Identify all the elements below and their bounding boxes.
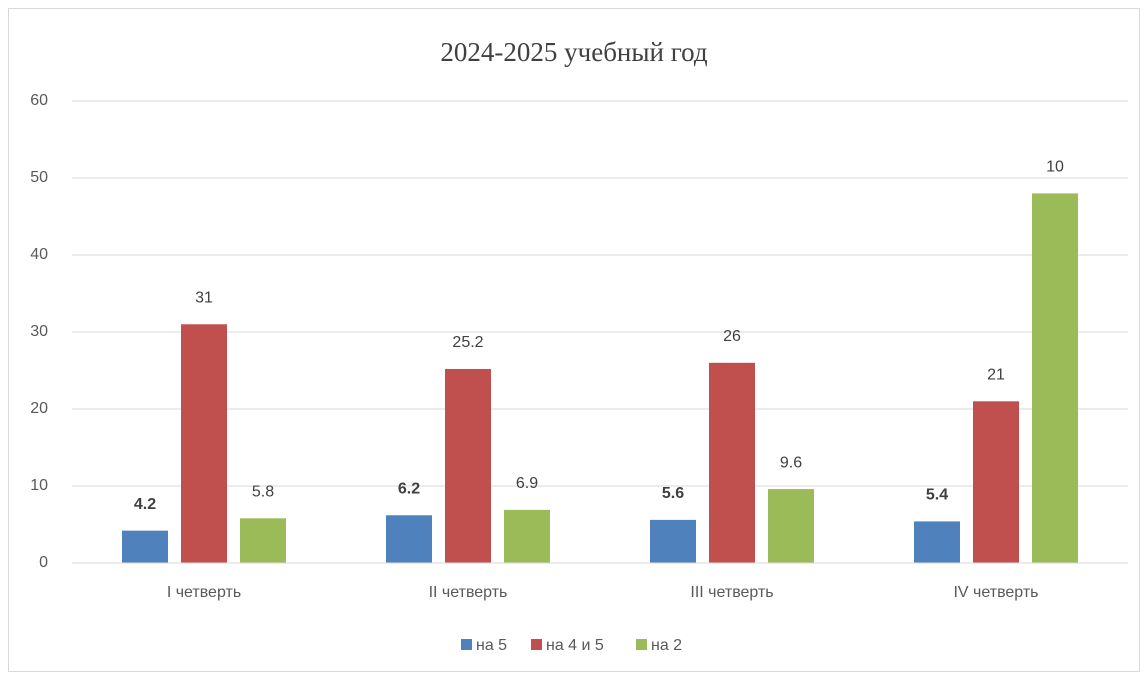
x-tick-label: IV четверть bbox=[953, 584, 1038, 601]
legend-swatch bbox=[461, 639, 472, 650]
bar bbox=[650, 519, 696, 563]
bar bbox=[768, 489, 814, 563]
data-label: 9.6 bbox=[780, 454, 802, 471]
bar bbox=[709, 362, 755, 563]
bar bbox=[1032, 193, 1078, 563]
chart-title: 2024-2025 учебный год bbox=[440, 37, 707, 67]
y-tick-label: 30 bbox=[30, 323, 48, 340]
legend-label: на 2 bbox=[651, 637, 682, 654]
bar bbox=[181, 324, 227, 563]
data-label: 4.2 bbox=[134, 496, 156, 513]
bar bbox=[240, 518, 286, 563]
bar bbox=[386, 515, 432, 563]
annotation: 10 bbox=[1046, 159, 1064, 176]
bar bbox=[914, 521, 960, 563]
chart-border bbox=[8, 8, 1140, 672]
legend-swatch bbox=[531, 639, 542, 650]
legend-label: на 5 bbox=[476, 637, 507, 654]
data-label: 6.2 bbox=[398, 480, 420, 497]
data-label: 31 bbox=[195, 290, 213, 307]
y-tick-label: 40 bbox=[30, 246, 48, 263]
bar bbox=[504, 509, 550, 563]
data-label: 25.2 bbox=[452, 334, 483, 351]
x-tick-label: III четверть bbox=[690, 584, 773, 601]
data-label: 6.9 bbox=[516, 475, 538, 492]
data-label: 21 bbox=[987, 367, 1005, 384]
y-tick-label: 20 bbox=[30, 400, 48, 417]
x-tick-label: II четверть bbox=[429, 584, 508, 601]
data-label: 5.8 bbox=[252, 484, 274, 501]
data-label: 5.6 bbox=[662, 485, 684, 502]
y-tick-label: 60 bbox=[30, 92, 48, 109]
y-tick-label: 50 bbox=[30, 169, 48, 186]
x-tick-label: I четверть bbox=[167, 584, 241, 601]
y-tick-label: 10 bbox=[30, 477, 48, 494]
bar bbox=[445, 368, 491, 563]
bar bbox=[122, 530, 168, 563]
data-label: 26 bbox=[723, 328, 741, 345]
y-tick-label: 0 bbox=[39, 554, 48, 571]
legend-label: на 4 и 5 bbox=[546, 637, 604, 654]
data-label: 5.4 bbox=[926, 487, 948, 504]
bar bbox=[973, 401, 1019, 563]
legend-swatch bbox=[636, 639, 647, 650]
